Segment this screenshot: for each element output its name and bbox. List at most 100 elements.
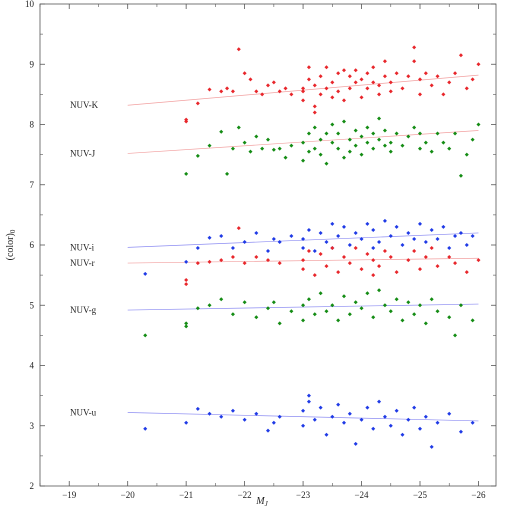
point-nuv-k <box>225 86 230 91</box>
point-nuv-g <box>353 300 358 305</box>
point-nuv-k <box>195 101 200 106</box>
point-nuv-j <box>312 146 317 151</box>
point-nuv-r <box>207 259 212 264</box>
point-nuv-j <box>306 131 311 136</box>
point-nuv-g <box>277 321 282 326</box>
point-nuv-i <box>306 227 311 232</box>
point-nuv-g <box>371 315 376 320</box>
point-nuv-g <box>359 306 364 311</box>
point-nuv-k <box>347 74 352 79</box>
point-nuv-j <box>382 143 387 148</box>
point-nuv-k <box>254 89 259 94</box>
point-nuv-k <box>429 83 434 88</box>
point-nuv-j <box>330 140 335 145</box>
point-nuv-r <box>418 267 422 272</box>
point-nuv-r <box>324 264 329 269</box>
point-nuv-i <box>271 236 276 241</box>
x-tick-label: −22 <box>238 490 252 500</box>
x-tick-label: −23 <box>296 490 311 500</box>
point-nuv-j <box>371 146 376 151</box>
point-nuv-k <box>312 83 317 88</box>
point-nuv-k <box>301 89 306 94</box>
point-nuv-i <box>458 230 463 235</box>
axis-ticks <box>39 3 496 487</box>
point-nuv-j <box>412 125 417 130</box>
point-nuv-k <box>441 92 446 97</box>
point-nuv-k <box>353 68 358 73</box>
point-nuv-i <box>143 271 148 276</box>
point-nuv-k <box>301 98 306 103</box>
point-nuv-j <box>406 134 411 139</box>
point-nuv-k <box>207 87 212 92</box>
point-nuv-k <box>306 65 311 70</box>
point-nuv-i <box>336 233 341 238</box>
point-nuv-i <box>219 233 224 238</box>
point-nuv-k <box>306 77 311 82</box>
point-nuv-j <box>353 143 358 148</box>
fit-line-nuv-u <box>127 412 479 422</box>
point-nuv-j <box>207 143 212 148</box>
point-nuv-k <box>412 45 417 50</box>
point-nuv-j <box>447 146 452 151</box>
point-nuv-g <box>435 309 440 314</box>
point-nuv-k <box>248 77 253 82</box>
point-nuv-g <box>242 300 247 305</box>
point-nuv-g <box>318 291 323 296</box>
point-nuv-g <box>266 306 270 311</box>
point-nuv-i <box>289 233 294 238</box>
point-nuv-u <box>429 444 434 449</box>
point-nuv-g <box>195 306 200 311</box>
point-nuv-u <box>382 414 387 419</box>
point-nuv-u <box>277 414 282 419</box>
x-tick-label: −19 <box>62 490 77 500</box>
point-nuv-u <box>207 411 212 416</box>
point-nuv-i <box>371 227 376 232</box>
point-nuv-j <box>289 143 294 148</box>
point-nuv-g <box>406 300 411 305</box>
point-nuv-r <box>266 258 270 263</box>
point-nuv-k <box>318 92 323 97</box>
point-nuv-j <box>219 129 224 134</box>
point-nuv-u <box>347 411 352 416</box>
point-nuv-i <box>342 224 346 229</box>
point-nuv-k <box>283 86 288 91</box>
point-nuv-u <box>242 417 247 422</box>
point-nuv-i <box>418 221 422 226</box>
point-nuv-g <box>429 297 434 302</box>
point-nuv-g <box>400 318 405 323</box>
x-axis-title: MJ <box>255 496 268 508</box>
point-nuv-j <box>377 137 382 142</box>
point-nuv-k <box>476 62 481 67</box>
x-tick-label: −26 <box>471 490 486 500</box>
point-nuv-k <box>447 80 452 85</box>
point-nuv-j <box>301 140 306 145</box>
point-nuv-i <box>394 224 399 229</box>
y-tick-label: 8 <box>30 120 35 130</box>
point-nuv-u <box>306 399 311 404</box>
point-nuv-u <box>447 411 452 416</box>
point-nuv-u <box>271 420 276 425</box>
point-nuv-g <box>347 312 352 317</box>
point-nuv-i <box>318 230 323 235</box>
point-nuv-r <box>464 270 469 275</box>
point-nuv-j <box>464 152 469 157</box>
y-axis-title: (color)0 <box>5 229 17 260</box>
point-nuv-u <box>184 420 189 425</box>
point-nuv-k <box>464 86 469 91</box>
point-nuv-r <box>254 255 259 260</box>
point-nuv-g <box>336 318 341 323</box>
point-nuv-u <box>412 405 417 410</box>
point-nuv-k <box>377 92 382 97</box>
point-nuv-g <box>143 333 148 338</box>
point-nuv-j <box>195 153 200 158</box>
x-tick-label: −21 <box>179 490 193 500</box>
point-nuv-j <box>242 140 247 145</box>
point-nuv-u <box>266 428 270 433</box>
point-nuv-g <box>453 333 458 338</box>
point-nuv-k <box>318 74 323 79</box>
point-nuv-g <box>377 288 382 293</box>
point-nuv-g <box>324 309 329 314</box>
point-nuv-k <box>289 92 294 97</box>
point-nuv-i <box>423 239 428 244</box>
